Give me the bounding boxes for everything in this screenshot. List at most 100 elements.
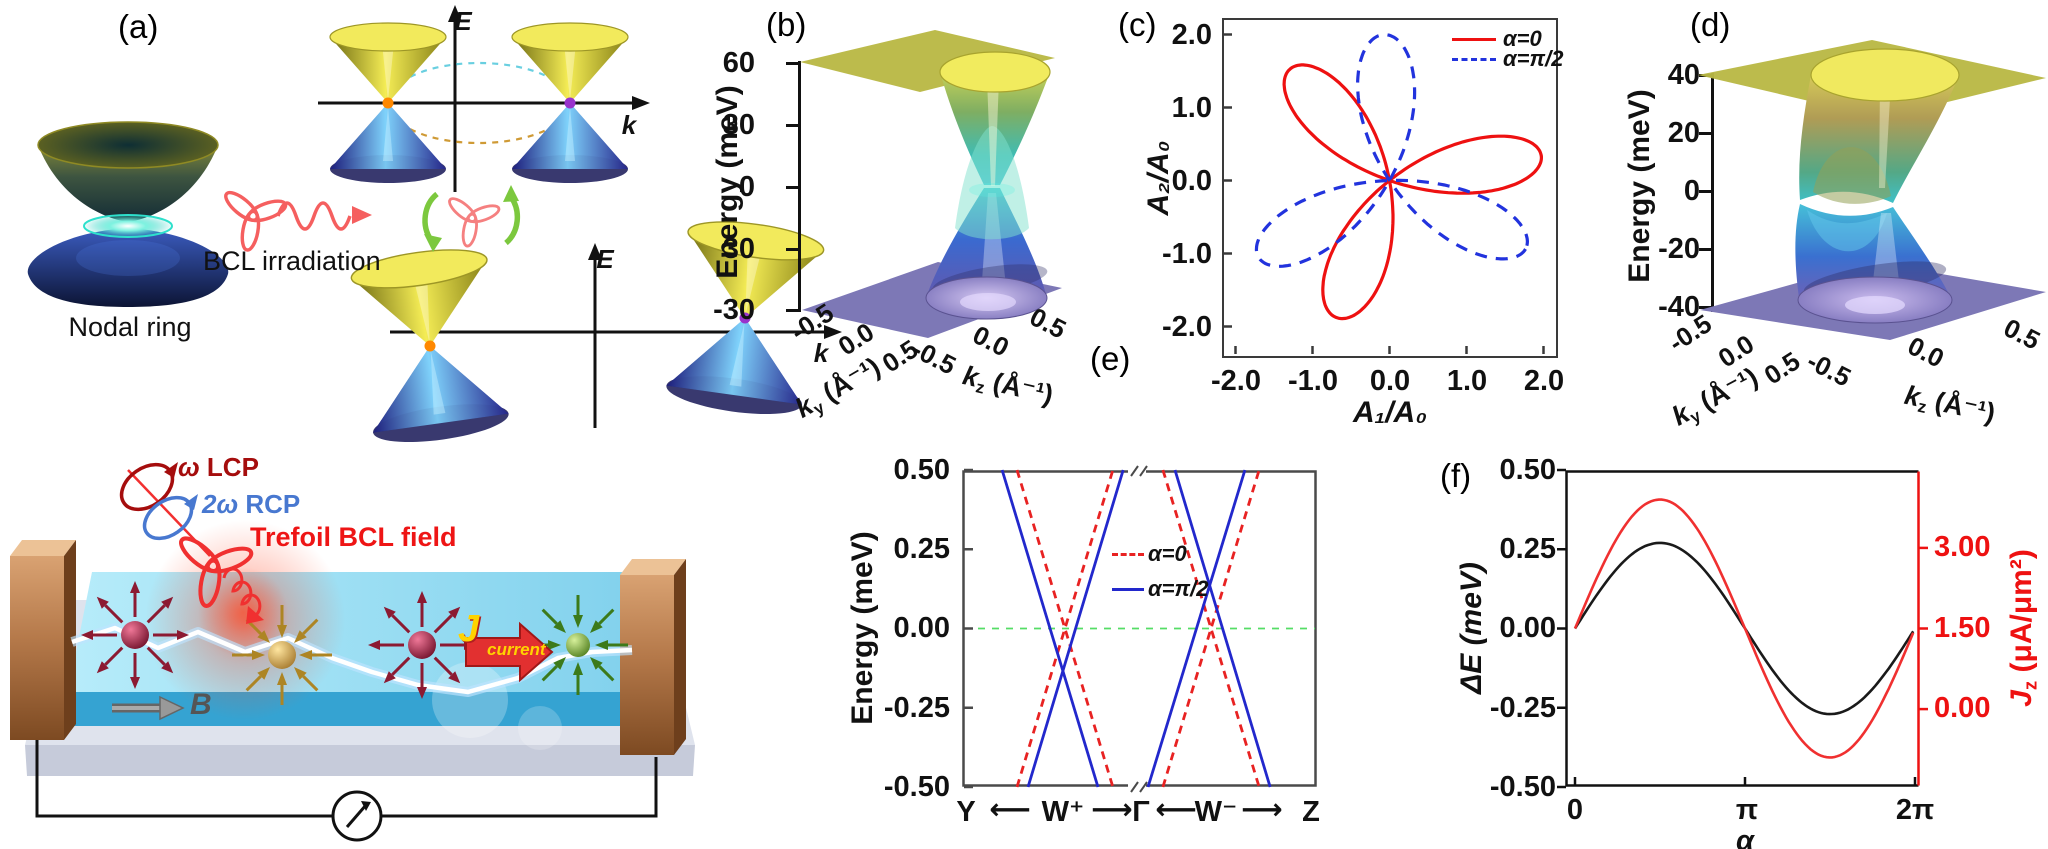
nodal-ring-waist bbox=[969, 183, 1015, 197]
panel-d-ztick-0: 0 bbox=[1683, 175, 1700, 207]
panel-c-xtick-1: -1.0 bbox=[1288, 365, 1338, 397]
panel-d-z-axis bbox=[1711, 73, 1714, 312]
panel-b-label: (b) bbox=[766, 6, 807, 43]
panel-c-ytick-3: -1.0 bbox=[1162, 238, 1212, 270]
panel-c-ytick-4: -2.0 bbox=[1162, 311, 1212, 343]
panel-a-label: (a) bbox=[118, 8, 159, 45]
ek-diagram-bottom bbox=[348, 214, 842, 450]
tick bbox=[786, 308, 799, 312]
weyl-point-orange-2 bbox=[424, 340, 436, 352]
tick bbox=[786, 61, 799, 65]
panel-e-legend-alpha0: α=0 bbox=[1148, 541, 1187, 566]
measurement-circuit bbox=[35, 740, 658, 842]
panel-d-ztick-40: 40 bbox=[1667, 59, 1700, 91]
weyl-point-purple bbox=[564, 97, 576, 109]
beam-coil bbox=[222, 567, 262, 619]
panel-c-label: (c) bbox=[1118, 6, 1157, 43]
legend-label-alphapi2: α=π/2 bbox=[1503, 46, 1564, 71]
band-line-α=π/2 bbox=[1000, 469, 1100, 788]
tick bbox=[1699, 189, 1712, 193]
lcp-loop bbox=[119, 462, 175, 512]
panel-b-ztick-m30b: -30 bbox=[713, 294, 755, 326]
panel-c-xtick-2: 0.0 bbox=[1369, 365, 1411, 397]
k-axis-label-top: k bbox=[621, 110, 637, 140]
weyl-point-orange bbox=[382, 97, 394, 109]
panel-c-ytick-1: 1.0 bbox=[1171, 92, 1212, 124]
panel-b-ztick-60: 60 bbox=[722, 47, 755, 79]
panel-f-ytick-3: -0.25 bbox=[1489, 692, 1556, 724]
panel-f-xtick-2pi: 2π bbox=[1895, 794, 1935, 826]
panel-d-label: (d) bbox=[1690, 6, 1731, 43]
panel-b-ztick-0: 0 bbox=[738, 171, 755, 203]
bcl-beam bbox=[119, 462, 264, 624]
panel-e-ytick-4: -0.50 bbox=[883, 771, 950, 803]
lens-flare bbox=[432, 662, 508, 738]
panel-e-ytick-3: -0.25 bbox=[883, 692, 950, 724]
tick bbox=[786, 123, 799, 127]
panel-c-ytick-2: 0.0 bbox=[1171, 165, 1212, 197]
panel-f-ytick-4: -0.50 bbox=[1489, 771, 1556, 803]
panel-e-kpath-arrow2: ⟶ bbox=[1091, 794, 1133, 826]
panel-e-kpath-arrow3: ⟵ bbox=[1155, 794, 1197, 826]
panel-b-kz-axis-label: kz (Å⁻¹) bbox=[959, 360, 1057, 411]
panel-f-rtick-300: 3.00 bbox=[1934, 531, 1991, 563]
panel-e-ytick-2: 0.00 bbox=[893, 612, 950, 644]
panel-e-ytick-1: 0.25 bbox=[893, 533, 950, 565]
panel-e-legend-alphapi2: α=π/2 bbox=[1148, 576, 1209, 601]
ek-diagram-top bbox=[318, 5, 650, 192]
panel-f-line-plot bbox=[1557, 468, 1928, 789]
nodal-ring-3d bbox=[27, 121, 229, 307]
panel-f-plot-area bbox=[1557, 468, 1928, 792]
panel-c-y-axis-label: A₂/A₀ bbox=[1142, 140, 1175, 216]
current-arrow bbox=[465, 621, 554, 683]
bcl-light-motif bbox=[220, 186, 372, 253]
panel-c-x-axis-label: A₁/A₀ bbox=[1352, 396, 1428, 429]
electrode-left bbox=[10, 540, 76, 740]
panel-b-ztick-m30a: 30 bbox=[722, 233, 755, 265]
panel-b-surface-plot bbox=[800, 30, 1062, 338]
tick bbox=[1699, 247, 1712, 251]
panel-e-band-plot bbox=[962, 465, 1317, 793]
band-line-α=π/2 bbox=[1026, 469, 1125, 788]
panel-f-ytick-1: 0.25 bbox=[1499, 533, 1556, 565]
panel-f-xtick-pi: π bbox=[1735, 794, 1759, 826]
weyl-point-purple-2 bbox=[739, 312, 751, 324]
trefoil-field-label: Trefoil BCL field bbox=[250, 522, 457, 552]
green-arrow-right bbox=[504, 195, 521, 246]
panel-a-graphic bbox=[10, 5, 842, 842]
panel-f-rtick-000: 0.00 bbox=[1934, 692, 1991, 724]
rcp-label: 2ω RCP bbox=[202, 489, 301, 519]
bcl-caption: BCL irradiation bbox=[203, 246, 381, 276]
b-field-arrow bbox=[112, 695, 185, 721]
band-line-α=π/2 bbox=[1173, 469, 1272, 788]
panel-e-kpath-arrow1: ⟵ bbox=[989, 794, 1031, 826]
bcl-arrowhead bbox=[352, 206, 372, 224]
panel-f-x-axis-label: α bbox=[1736, 825, 1754, 849]
panel-e-kpath-Wminus: W⁻ bbox=[1194, 796, 1238, 828]
panel-c-frame bbox=[1222, 18, 1558, 358]
panel-e-kpath-Wplus: W⁺ bbox=[1041, 796, 1085, 828]
panel-d-ztick-20: 20 bbox=[1667, 117, 1700, 149]
magnetic-monopole-source-1 bbox=[81, 581, 189, 689]
legend-line-alpha0 bbox=[1452, 38, 1496, 41]
panel-c-plot bbox=[1224, 33, 1545, 354]
panel-e-legend-line-alpha0 bbox=[1112, 553, 1144, 556]
omega-lcp-label: ω LCP bbox=[178, 452, 259, 482]
trefoil-curve-α=π/2 bbox=[1254, 33, 1530, 268]
current-J-label: J bbox=[458, 608, 480, 650]
legend-line-alphapi2 bbox=[1452, 58, 1496, 61]
tick bbox=[786, 247, 799, 251]
legend-label-alpha0: α=0 bbox=[1503, 26, 1542, 51]
panel-c-xtick-0: -2.0 bbox=[1211, 365, 1261, 397]
tick bbox=[786, 185, 799, 189]
upper-cone-rim-d bbox=[1810, 48, 1960, 102]
substrate-front bbox=[25, 745, 695, 776]
upper-cone-rim bbox=[939, 51, 1051, 93]
monopole-sink-green bbox=[528, 595, 628, 695]
panel-c-xtick-4: 2.0 bbox=[1523, 365, 1565, 397]
b-field-label: B bbox=[190, 688, 212, 721]
panel-d-ztick-m20: -20 bbox=[1658, 233, 1700, 265]
panel-e-label: (e) bbox=[1090, 340, 1131, 377]
e-axis-label-top: E bbox=[454, 6, 472, 36]
upper-inner-dome bbox=[1813, 147, 1891, 204]
